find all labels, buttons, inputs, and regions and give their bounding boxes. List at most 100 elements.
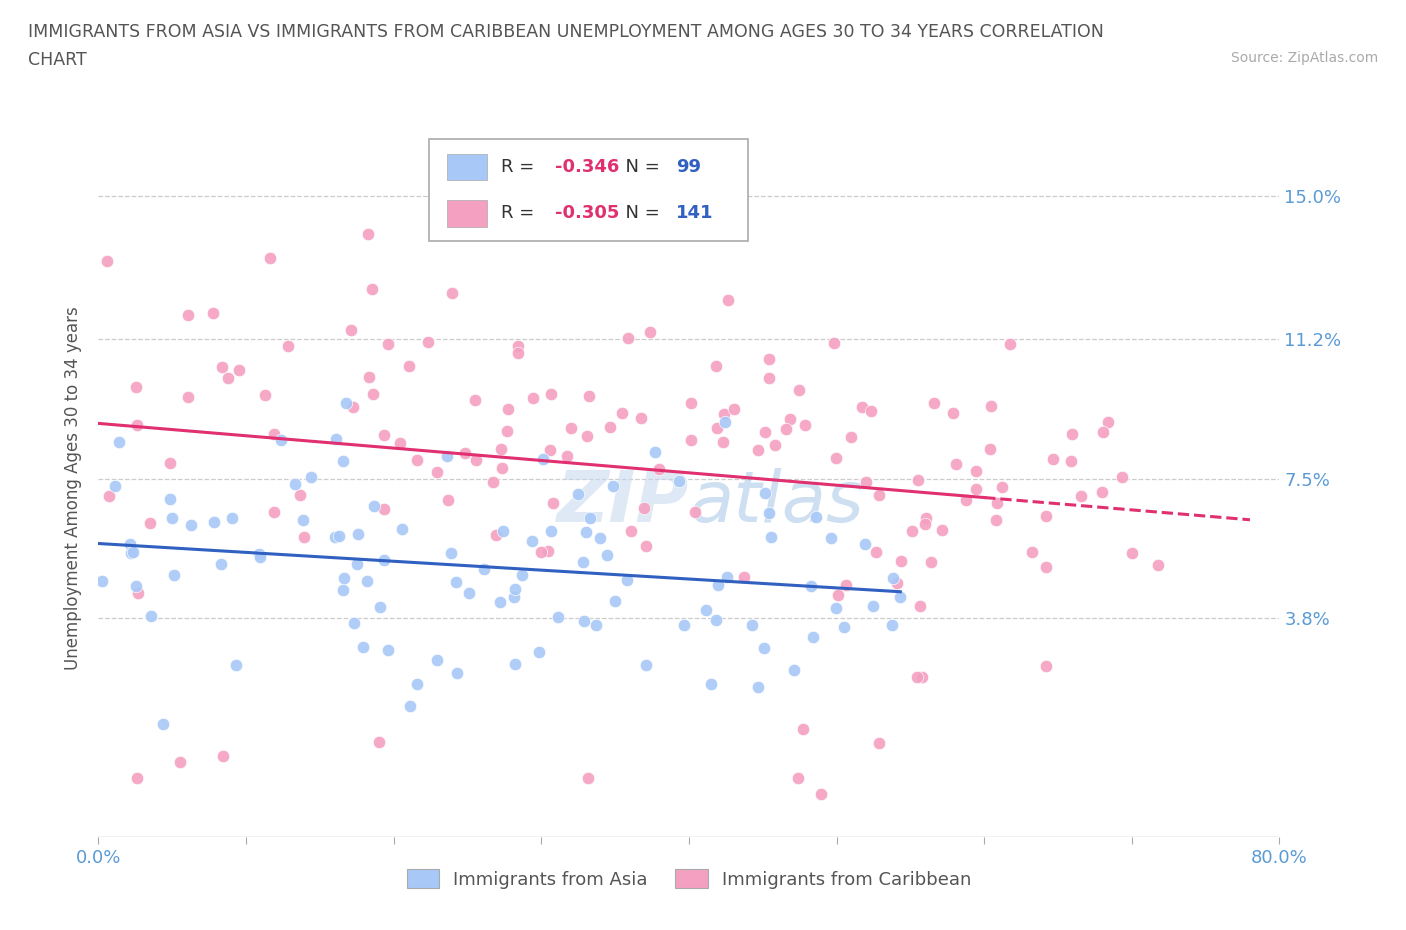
Point (522, 391, 544, 405)
Point (605, 594, 627, 609)
Point (437, 492, 460, 507)
Point (914, 516, 936, 531)
Point (754, 485, 776, 500)
Point (823, 336, 845, 351)
Point (335, 396, 357, 411)
Point (915, 511, 938, 525)
Point (633, 501, 655, 516)
Point (377, 337, 399, 352)
Point (758, 370, 780, 385)
Point (578, 389, 600, 404)
Bar (447, 153, 488, 180)
Point (440, 286, 463, 300)
Text: atlas: atlas (689, 468, 863, 537)
Point (325, 432, 347, 446)
Point (418, 334, 440, 349)
Point (159, 492, 181, 507)
Point (716, 569, 738, 584)
Point (942, 405, 965, 420)
Point (905, 670, 928, 684)
Point (294, 529, 316, 544)
Point (1035, 560, 1057, 575)
Point (263, 505, 285, 520)
Point (340, 323, 363, 338)
Text: N =: N = (613, 205, 665, 222)
Point (90, 573, 112, 588)
Point (825, 450, 848, 465)
Point (747, 442, 769, 457)
Point (1035, 658, 1057, 673)
Point (717, 293, 740, 308)
Point (763, 437, 786, 452)
Point (332, 454, 354, 469)
Point (792, 722, 814, 737)
Point (886, 576, 908, 591)
Point (868, 736, 890, 751)
Point (706, 420, 728, 435)
Point (889, 589, 911, 604)
Point (859, 404, 882, 418)
Point (783, 663, 806, 678)
Point (747, 680, 769, 695)
Point (820, 530, 842, 545)
Point (288, 487, 311, 502)
Point (986, 513, 1008, 528)
Point (1035, 509, 1057, 524)
Point (1121, 546, 1143, 561)
Point (259, 251, 281, 266)
Point (529, 544, 551, 559)
Point (491, 461, 513, 476)
Point (299, 470, 322, 485)
Point (707, 578, 730, 592)
Point (221, 511, 243, 525)
Point (890, 554, 912, 569)
Point (723, 402, 745, 417)
Point (522, 534, 544, 549)
Point (527, 644, 550, 659)
Point (492, 524, 515, 538)
Point (920, 554, 942, 569)
Point (363, 498, 385, 513)
Point (485, 528, 508, 543)
Point (177, 390, 200, 405)
Point (328, 529, 350, 544)
Point (495, 423, 517, 438)
Point (464, 453, 486, 468)
Point (868, 487, 890, 502)
Point (160, 510, 183, 525)
Point (630, 411, 652, 426)
Point (673, 618, 696, 632)
Text: 141: 141 (676, 205, 714, 222)
Point (758, 352, 780, 366)
Point (616, 331, 638, 346)
Point (357, 226, 380, 241)
Point (555, 448, 578, 463)
Text: -0.305: -0.305 (554, 205, 619, 222)
Point (585, 618, 607, 632)
Point (998, 337, 1021, 352)
Point (578, 770, 600, 785)
Point (1111, 470, 1133, 485)
Point (810, 787, 832, 802)
Point (704, 612, 727, 627)
Point (1059, 454, 1081, 469)
Point (201, 305, 224, 320)
Point (125, 578, 148, 593)
Point (965, 463, 987, 478)
Point (758, 505, 780, 520)
Point (247, 547, 270, 562)
Text: R =: R = (502, 205, 540, 222)
Point (332, 583, 354, 598)
Point (125, 418, 148, 432)
Point (567, 487, 589, 502)
Text: Source: ZipAtlas.com: Source: ZipAtlas.com (1230, 51, 1378, 65)
Point (596, 548, 619, 563)
Point (648, 461, 671, 476)
Point (209, 557, 232, 572)
Point (827, 588, 849, 603)
Point (138, 516, 160, 531)
Point (634, 658, 657, 672)
Point (508, 345, 530, 360)
Point (931, 523, 953, 538)
Point (986, 496, 1008, 511)
